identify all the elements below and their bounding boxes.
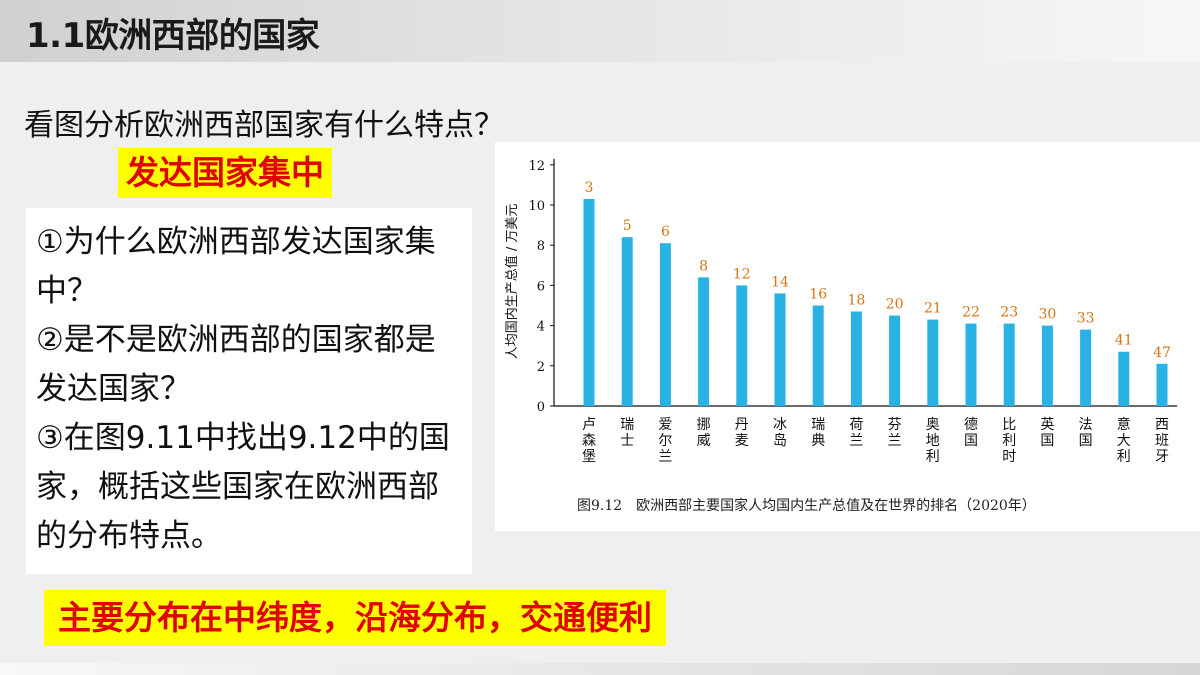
category-label: 丹麦 <box>735 417 749 449</box>
rank-label: 41 <box>1115 333 1133 349</box>
figure-caption-text: 欧洲西部主要国家人均国内生产总值及在世界的排名（2020年） <box>636 498 1036 514</box>
y-tick-label: 8 <box>537 239 545 254</box>
y-axis-title: 人均国内生产总值 / 万美元 <box>504 204 520 360</box>
figure-number: 图9.12 <box>577 498 623 514</box>
bar-4 <box>698 277 710 406</box>
header-bar <box>0 0 1200 62</box>
bottom-strip <box>0 663 1200 675</box>
rank-label: 3 <box>585 180 594 196</box>
rank-label: 21 <box>924 301 942 317</box>
question-item-3: ③在图9.11中找出9.12中的国家，概括这些国家在欧洲西部的分布特点。 <box>36 420 450 554</box>
bar-7 <box>812 305 824 406</box>
y-tick-label: 4 <box>537 320 545 335</box>
category-label: 奥地利 <box>926 416 940 465</box>
bar-15 <box>1118 351 1130 406</box>
rank-label: 8 <box>699 258 708 274</box>
gdp-chart-panel: 0 2 4 6 8 10 12 人均国内生产总值 / 万美元 3 卢森堡 5 瑞士 6 爱尔兰 8 挪威 12 丹… <box>495 142 1200 531</box>
answer-highlight-distribution: 主要分布在中纬度，沿海分布，交通便利 <box>44 590 666 646</box>
y-tick-label: 12 <box>528 159 545 174</box>
bar-1 <box>583 198 595 406</box>
figure-caption: 图9.12 欧洲西部主要国家人均国内生产总值及在世界的排名（2020年） <box>577 495 1050 515</box>
rank-label: 47 <box>1153 345 1171 361</box>
questions-list: ①为什么欧洲西部发达国家集中？ ②是不是欧洲西部的国家都是发达国家？ ③在图9.… <box>36 218 466 561</box>
bar-13 <box>1041 325 1053 406</box>
question-item-2: ②是不是欧洲西部的国家都是发达国家？ <box>36 322 436 407</box>
category-label: 芬兰 <box>888 417 902 449</box>
category-label: 冰岛 <box>773 417 787 449</box>
bar-12 <box>1003 323 1015 406</box>
answer-highlight-developed: 发达国家集中 <box>118 148 332 198</box>
rank-label: 6 <box>661 224 670 240</box>
y-tick-label: 6 <box>537 279 545 294</box>
bar-6 <box>774 293 786 406</box>
bar-9 <box>889 315 901 406</box>
bar-5 <box>736 285 748 406</box>
bar-2 <box>621 237 633 406</box>
page-title: 1.1欧洲西部的国家 <box>26 16 320 56</box>
category-label: 荷兰 <box>849 417 863 449</box>
bar-14 <box>1080 329 1092 406</box>
bar-3 <box>659 243 671 406</box>
rank-label: 14 <box>771 274 789 290</box>
category-label: 法国 <box>1079 417 1093 449</box>
rank-label: 20 <box>886 297 904 313</box>
category-label: 瑞士 <box>620 417 634 449</box>
question-item-1: ①为什么欧洲西部发达国家集中？ <box>36 224 436 309</box>
y-tick-label: 10 <box>528 199 545 214</box>
y-tick-label: 2 <box>537 360 545 375</box>
rank-label: 30 <box>1038 307 1056 323</box>
bar-10 <box>927 319 939 406</box>
bar-11 <box>965 323 977 406</box>
category-label: 挪威 <box>697 417 711 449</box>
gdp-bar-chart: 0 2 4 6 8 10 12 人均国内生产总值 / 万美元 3 卢森堡 5 瑞士 6 爱尔兰 8 挪威 12 丹… <box>504 158 1178 465</box>
category-label: 卢森堡 <box>582 417 596 465</box>
category-label: 德国 <box>964 417 978 449</box>
bar-16 <box>1156 363 1168 406</box>
category-label: 瑞典 <box>811 417 825 449</box>
rank-label: 18 <box>847 293 865 309</box>
rank-label: 33 <box>1077 311 1095 327</box>
category-label: 爱尔兰 <box>658 417 672 465</box>
category-label: 意大利 <box>1117 416 1131 465</box>
question-text: 看图分析欧洲西部国家有什么特点？ <box>24 108 504 143</box>
rank-label: 16 <box>809 287 827 303</box>
bar-8 <box>850 311 862 406</box>
rank-label: 12 <box>733 266 751 282</box>
rank-label: 22 <box>962 305 980 321</box>
questions-box: ①为什么欧洲西部发达国家集中？ ②是不是欧洲西部的国家都是发达国家？ ③在图9.… <box>26 208 472 574</box>
rank-label: 23 <box>1000 305 1018 321</box>
category-label: 比利时 <box>1002 417 1016 465</box>
y-tick-label: 0 <box>537 400 545 415</box>
category-label: 英国 <box>1040 416 1054 449</box>
category-label: 西班牙 <box>1155 417 1169 465</box>
rank-label: 5 <box>623 218 632 234</box>
